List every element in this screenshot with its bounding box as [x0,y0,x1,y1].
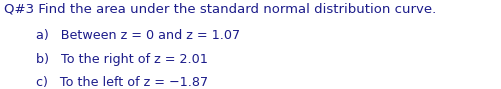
Text: Q#3 Find the area under the standard normal distribution curve.: Q#3 Find the area under the standard nor… [4,3,435,16]
Text: a)   Between z = 0 and z = 1.07: a) Between z = 0 and z = 1.07 [36,29,240,42]
Text: c)   To the left of z = −1.87: c) To the left of z = −1.87 [36,76,208,89]
Text: b)   To the right of z = 2.01: b) To the right of z = 2.01 [36,53,207,66]
